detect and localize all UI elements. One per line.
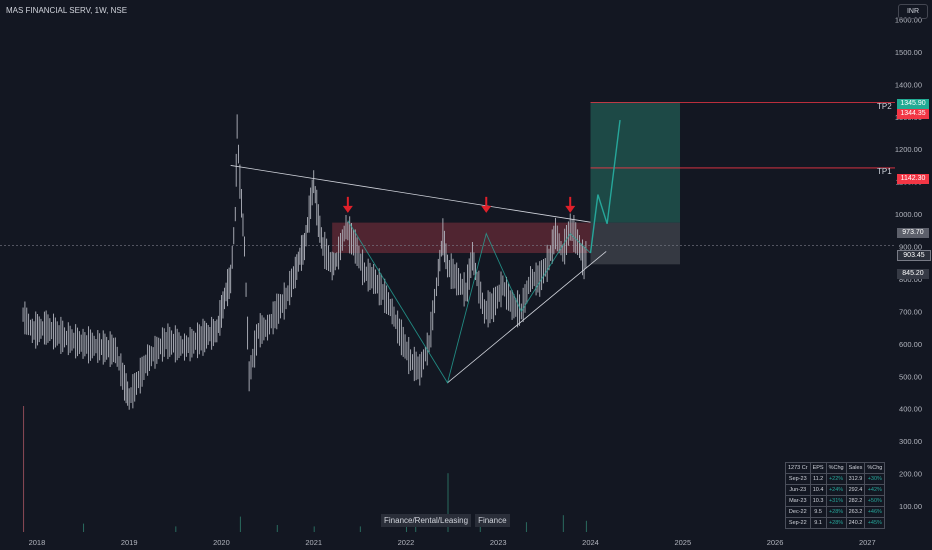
table-header: %Chg [825, 462, 847, 474]
tp2-stop-badge: 1344.35 [897, 109, 929, 119]
volume-bar [562, 515, 564, 532]
y-tick-label: 500.00 [899, 372, 922, 381]
table-header-row: 1273 Cr EPS %Chg Sales %Chg [785, 462, 886, 474]
x-tick-label: 2020 [213, 538, 230, 547]
table-cell: Sep-23 [785, 473, 811, 485]
y-tick-label: 1000.00 [895, 210, 922, 219]
sector-tags: Finance/Rental/Leasing Finance [381, 514, 510, 527]
x-tick-label: 2027 [859, 538, 876, 547]
target-zone [590, 102, 681, 223]
table-cell: Jun-23 [785, 484, 811, 496]
y-tick-label: 800.00 [899, 275, 922, 284]
x-tick-label: 2018 [29, 538, 46, 547]
table-row: Jun-23 10.4 +24% 292.4 +42% [785, 484, 886, 496]
table-cell: Mar-23 [785, 495, 811, 507]
table-cell: 263.2 [845, 506, 866, 518]
table-row: Mar-23 10.3 +31% 282.2 +50% [785, 495, 886, 507]
table-cell: +28% [825, 506, 847, 518]
arrow-icon [481, 205, 492, 213]
y-tick-label: 200.00 [899, 470, 922, 479]
table-header: Sales [845, 462, 866, 474]
y-tick-label: 300.00 [899, 437, 922, 446]
x-tick-label: 2022 [398, 538, 415, 547]
resistance-price-badge: 973.70 [897, 228, 929, 238]
table-cell: 9.5 [809, 506, 827, 518]
table-cell: +28% [825, 517, 847, 529]
tp1-text: TP1 [877, 167, 892, 176]
x-tick-label: 2025 [674, 538, 691, 547]
y-tick-label: 1600.00 [895, 15, 922, 24]
table-cell: +30% [864, 473, 886, 485]
table-cell: 282.2 [845, 495, 866, 507]
table-cell: +42% [864, 484, 886, 496]
volume-bar [239, 516, 241, 532]
table-cell: 312.9 [845, 473, 866, 485]
volume-bar [585, 520, 587, 532]
volume-bar [175, 526, 177, 532]
table-row: Dec-22 9.5 +28% 263.2 +46% [785, 506, 886, 518]
volume-bar [313, 526, 315, 532]
table-cell: +22% [825, 473, 847, 485]
volume-bar [83, 523, 85, 532]
table-cell: Sep-22 [785, 517, 811, 529]
wave-path [347, 220, 591, 384]
table-cell: 292.4 [845, 484, 866, 496]
table-row: Sep-22 9.1 +28% 240.2 +45% [785, 517, 886, 529]
table-header: %Chg [864, 462, 886, 474]
sector-tag[interactable]: Finance/Rental/Leasing [381, 514, 472, 527]
y-tick-label: 400.00 [899, 405, 922, 414]
descending-trendline [230, 165, 591, 223]
table-cell: 9.1 [809, 517, 827, 529]
volume-bar [525, 522, 527, 532]
table-header: 1273 Cr [785, 462, 811, 474]
y-tick-label: 700.00 [899, 307, 922, 316]
x-tick-label: 2026 [767, 538, 784, 547]
table-cell: +24% [825, 484, 847, 496]
table-cell: 240.2 [845, 517, 866, 529]
x-tick-label: 2023 [490, 538, 507, 547]
volume-bar [23, 406, 25, 532]
y-tick-label: 900.00 [899, 243, 922, 252]
y-tick-label: 600.00 [899, 340, 922, 349]
stop-zone [590, 222, 681, 265]
table-cell: Dec-22 [785, 506, 811, 518]
projection-path [589, 119, 621, 254]
currency-selector[interactable]: INR [898, 4, 928, 19]
tp2-price-badge: 1345.90 [897, 99, 929, 109]
financials-table: 1273 Cr EPS %Chg Sales %Chg Sep-23 11.2 +2… [785, 462, 886, 529]
x-tick-label: 2024 [582, 538, 599, 547]
table-cell: +45% [864, 517, 886, 529]
y-tick-label: 1500.00 [895, 48, 922, 57]
volume-bar [276, 525, 278, 532]
table-cell: +50% [864, 495, 886, 507]
table-cell: 11.2 [809, 473, 827, 485]
tp1-price-badge: 1142.30 [897, 174, 929, 184]
ascending-trendline [447, 251, 607, 384]
tp2-text: TP2 [877, 102, 892, 111]
x-tick-label: 2021 [305, 538, 322, 547]
y-tick-label: 1200.00 [895, 145, 922, 154]
volume-bar [479, 526, 481, 532]
table-cell: 10.3 [809, 495, 827, 507]
support-price-badge: 845.20 [897, 269, 929, 279]
current-price-badge: 903.45 [897, 250, 931, 261]
table-header: EPS [809, 462, 827, 474]
symbol-title: MAS FINANCIAL SERV, 1W, NSE [6, 6, 128, 15]
y-tick-label: 100.00 [899, 502, 922, 511]
resistance-zone [332, 222, 591, 254]
arrow-icon [342, 205, 353, 213]
arrow-icon [565, 205, 576, 213]
y-tick-label: 1400.00 [895, 80, 922, 89]
volume-bar [447, 473, 449, 532]
table-cell: +31% [825, 495, 847, 507]
x-tick-label: 2019 [121, 538, 138, 547]
table-cell: 10.4 [809, 484, 827, 496]
industry-tag[interactable]: Finance [475, 514, 510, 527]
table-cell: +46% [864, 506, 886, 518]
table-row: Sep-23 11.2 +22% 312.9 +30% [785, 473, 886, 485]
volume-bar [359, 526, 361, 532]
